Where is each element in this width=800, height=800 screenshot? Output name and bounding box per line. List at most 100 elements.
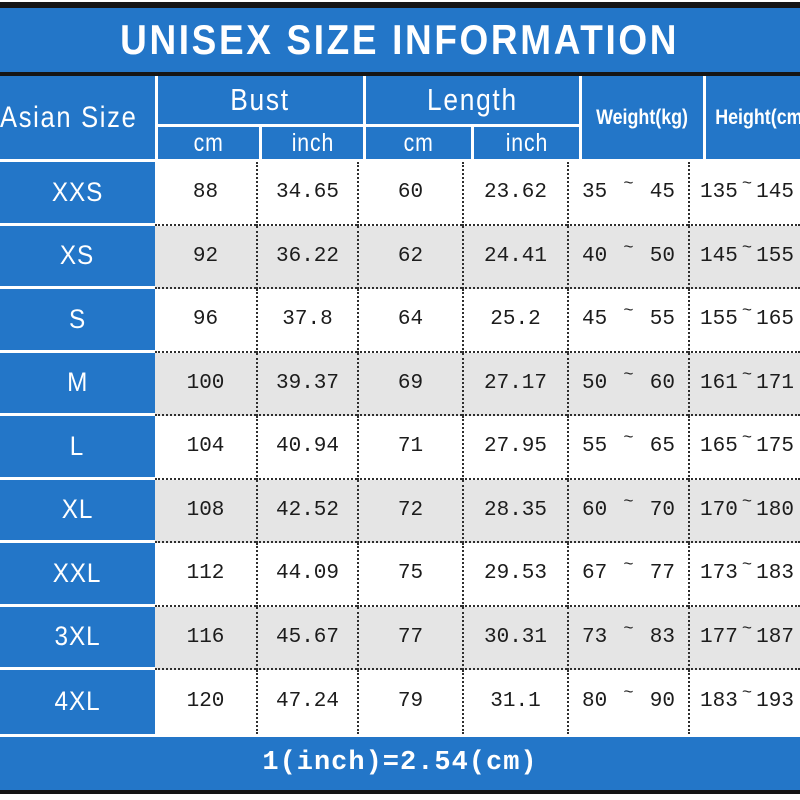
tilde-symbol: ~	[623, 556, 634, 576]
bust-inch-cell: 40.94	[256, 416, 357, 480]
length-inch-cell: 23.62	[462, 162, 567, 226]
length-cm-cell: 69	[357, 352, 462, 416]
bust-inch-cell: 37.8	[256, 289, 357, 353]
height-max: 193	[756, 690, 794, 714]
size-cell: 3XL	[0, 606, 155, 670]
weight-max: 65	[649, 435, 675, 459]
length-cm-cell: 79	[357, 670, 462, 734]
weight-min: 60	[582, 498, 608, 522]
length-inch-cell: 31.1	[462, 670, 567, 734]
bust-cm-cell: 100	[155, 352, 256, 416]
tilde-symbol: ~	[741, 619, 753, 639]
weight-range-cell: 45 ~ 55	[567, 289, 688, 353]
length-inch-cell: 25.2	[462, 289, 567, 353]
bust-cm-cell: 92	[155, 225, 256, 289]
size-label: M	[66, 367, 89, 398]
weight-max: 55	[649, 308, 675, 332]
tilde-symbol: ~	[623, 619, 634, 639]
length-inch-cell: 28.35	[462, 479, 567, 543]
bust-inch-cell: 45.67	[256, 606, 357, 670]
col-header-asian-size: Asian Size	[0, 76, 155, 159]
height-range-cell: 173 ~ 183	[688, 543, 800, 607]
size-label: XXS	[51, 176, 104, 207]
size-cell: XXL	[0, 543, 155, 607]
size-label: S	[68, 303, 87, 334]
bust-inch-cell: 36.22	[256, 225, 357, 289]
weight-min: 80	[582, 690, 608, 714]
weight-range-cell: 50 ~ 60	[567, 352, 688, 416]
col-subheader-bust-inch: inch	[262, 127, 363, 159]
length-cm-cell: 71	[357, 416, 462, 480]
weight-range-cell: 40 ~ 50	[567, 225, 688, 289]
height-range-cell: 135 ~ 145	[688, 162, 800, 226]
height-min: 145	[700, 244, 738, 268]
weight-min: 73	[582, 625, 608, 649]
height-min: 173	[700, 562, 738, 586]
tilde-symbol: ~	[623, 175, 634, 195]
top-spacer	[0, 0, 800, 2]
tilde-symbol: ~	[741, 365, 753, 385]
tilde-symbol: ~	[623, 429, 634, 449]
tilde-symbol: ~	[623, 492, 634, 512]
bust-inch-cell: 47.24	[256, 670, 357, 734]
tilde-symbol: ~	[623, 238, 634, 258]
col-header-height: Height(cm)	[706, 76, 800, 159]
col-subheader-bust-cm: cm	[158, 127, 259, 159]
tilde-symbol: ~	[741, 684, 753, 704]
height-min: 135	[700, 181, 738, 205]
bust-inch-cell: 34.65	[256, 162, 357, 226]
length-cm-cell: 64	[357, 289, 462, 353]
height-range-cell: 170 ~ 180	[688, 479, 800, 543]
height-max: 187	[756, 625, 794, 649]
length-cm-cell: 60	[357, 162, 462, 226]
height-range-cell: 155 ~ 165	[688, 289, 800, 353]
weight-min: 40	[582, 244, 608, 268]
height-min: 183	[700, 690, 738, 714]
size-cell: 4XL	[0, 670, 155, 734]
size-cell: S	[0, 289, 155, 353]
tilde-symbol: ~	[741, 238, 753, 258]
bust-cm-cell: 116	[155, 606, 256, 670]
weight-range-cell: 35 ~ 45	[567, 162, 688, 226]
weight-range-cell: 67 ~ 77	[567, 543, 688, 607]
top-divider	[0, 2, 800, 8]
height-range-cell: 165 ~ 175	[688, 416, 800, 480]
size-label: L	[70, 430, 85, 461]
weight-range-cell: 80 ~ 90	[567, 670, 688, 734]
weight-min: 55	[582, 435, 608, 459]
tilde-symbol: ~	[741, 175, 753, 195]
inch-label: inch	[505, 128, 548, 157]
footer-band: 1(inch)=2.54(cm)	[0, 736, 800, 790]
conversion-note: 1(inch)=2.54(cm)	[262, 748, 538, 778]
length-label: Length	[427, 82, 518, 117]
weight-max: 90	[649, 690, 675, 714]
bust-cm-cell: 104	[155, 416, 256, 480]
height-max: 155	[756, 244, 794, 268]
height-min: 170	[700, 498, 738, 522]
weight-min: 45	[582, 308, 608, 332]
asian-size-label: Asian Size	[0, 100, 138, 134]
length-cm-cell: 72	[357, 479, 462, 543]
inch-label: inch	[291, 128, 334, 157]
weight-min: 50	[582, 371, 608, 395]
length-cm-cell: 75	[357, 543, 462, 607]
tilde-symbol: ~	[741, 556, 753, 576]
size-label: 3XL	[54, 621, 101, 652]
length-inch-cell: 27.17	[462, 352, 567, 416]
size-cell: XS	[0, 225, 155, 289]
height-range-cell: 145 ~ 155	[688, 225, 800, 289]
bust-cm-cell: 112	[155, 543, 256, 607]
weight-max: 83	[649, 625, 675, 649]
size-table-body: XXS 88 34.65 60 23.62 35 ~ 45 135 ~ 145 …	[0, 162, 800, 734]
col-subheader-length-inch: inch	[474, 127, 579, 159]
weight-min: 67	[582, 562, 608, 586]
length-inch-cell: 29.53	[462, 543, 567, 607]
weight-range-cell: 55 ~ 65	[567, 416, 688, 480]
height-min: 155	[700, 308, 738, 332]
page-title: UNISEX SIZE INFORMATION	[120, 16, 680, 63]
bust-label: Bust	[230, 82, 291, 117]
bust-cm-cell: 108	[155, 479, 256, 543]
col-header-length: Length	[366, 76, 579, 124]
weight-range-cell: 73 ~ 83	[567, 606, 688, 670]
